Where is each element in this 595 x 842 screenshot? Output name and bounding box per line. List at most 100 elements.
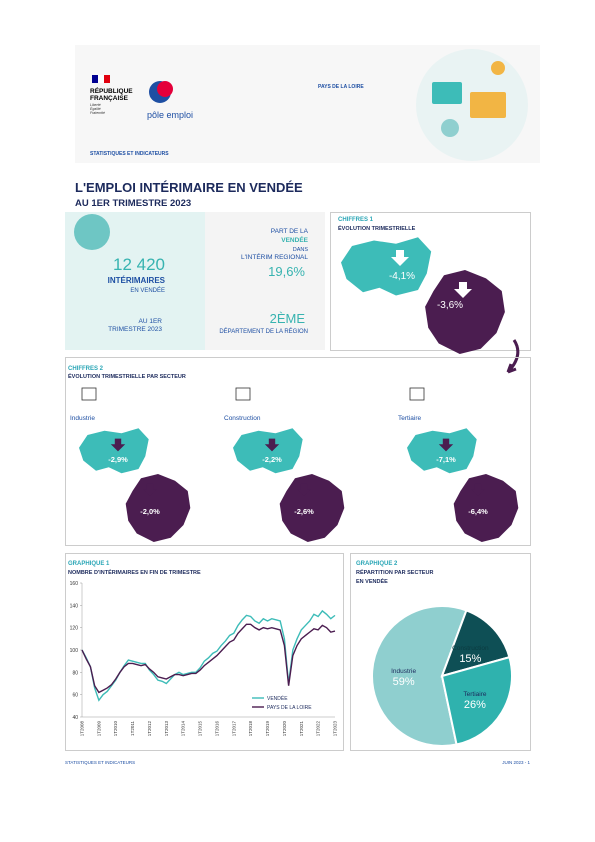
graphique2-box [350, 553, 531, 751]
sector-icon [235, 387, 251, 401]
sectors: Industrie -2,9% -2,0% Construction -2,2% -2,6… [70, 387, 519, 542]
sector-icon [409, 387, 425, 401]
box-subtitle: EN VENDÉE [356, 577, 388, 585]
x-tick-label: 1T2022 [316, 721, 321, 737]
motto: Fraternité [90, 111, 105, 115]
graphique1-box [65, 553, 344, 751]
box-title: ÉVOLUTION TRIMESTRIELLE PAR SECTEUR [68, 372, 186, 380]
box-title: ÉVOLUTION TRIMESTRIELLE [338, 224, 416, 232]
share-label: L'INTÉRIM REGIONAL [241, 252, 308, 261]
line-chart: 40 60 80 100 120 140 160 1T2008 1T2009 1T2010 1T20… [70, 581, 338, 736]
republique: FRANÇAISE [90, 95, 129, 102]
x-tick-label: 1T2009 [96, 721, 101, 737]
x-tick-label: 1T2013 [164, 721, 169, 737]
box-label: GRAPHIQUE 1 [68, 561, 110, 567]
logo-mark [157, 81, 173, 97]
brand: pôle emploi [147, 110, 193, 120]
region-change: -2,6% [294, 507, 314, 516]
map-vendee [233, 428, 303, 474]
illustration [441, 119, 459, 137]
share-label: PART DE LA [271, 228, 309, 235]
sector-name: Industrie [70, 415, 95, 422]
x-tick-label: 1T2016 [214, 721, 219, 737]
page-subtitle: AU 1ER TRIMESTRE 2023 [75, 198, 191, 209]
republique: RÉPUBLIQUE [90, 86, 133, 95]
y-tick-label: 40 [72, 715, 78, 721]
slice-value: 26% [464, 699, 486, 711]
sector-name: Tertiaire [398, 415, 422, 422]
map-vendee [407, 428, 477, 474]
x-tick-label: 1T2021 [299, 721, 304, 737]
box-title: NOMBRE D'INTÉRIMAIRES EN FIN DE TRIMESTR… [68, 568, 201, 576]
region-name: PAYS DE LA LOIRE [318, 84, 364, 90]
box-label: CHIFFRES 2 [68, 366, 104, 372]
map-vendee [79, 428, 149, 474]
chiffres2-box [65, 357, 531, 546]
region-change: -3,6% [437, 300, 463, 311]
y-tick-label: 160 [70, 581, 79, 587]
legend-label: VENDÉE [267, 695, 288, 702]
kpi-icon [74, 214, 110, 250]
y-tick-label: 120 [70, 626, 79, 632]
illustration [491, 61, 505, 75]
sector-icon [81, 387, 97, 401]
section-name: STATISTIQUES ET INDICATEURS [90, 151, 169, 157]
kpi-period: AU 1ER [139, 318, 163, 325]
share-label: VENDÉE [281, 235, 308, 244]
x-tick-label: 1T2018 [248, 721, 253, 737]
region-change: -2,0% [140, 507, 160, 516]
kpi-period: TRIMESTRE 2023 [108, 326, 162, 333]
y-tick-label: 140 [70, 603, 79, 609]
motto: Liberté [90, 103, 101, 107]
slice-value: 59% [393, 676, 415, 688]
series-line [81, 609, 336, 702]
pie-slice [440, 609, 511, 678]
box-label: GRAPHIQUE 2 [356, 561, 398, 567]
flag-red [104, 75, 110, 83]
x-tick-label: 1T2020 [282, 721, 287, 737]
footer-left: STATISTIQUES ET INDICATEURS [65, 760, 135, 765]
y-tick-label: 60 [72, 693, 78, 699]
region-change: -6,4% [468, 507, 488, 516]
page-title: L'EMPLOI INTÉRIMAIRE EN VENDÉE [75, 180, 303, 195]
vendee-change: -2,2% [262, 455, 282, 464]
flag-blue [92, 75, 98, 83]
pie-slice [440, 655, 513, 746]
share-label: DANS [293, 247, 309, 253]
motto: Égalité [90, 106, 101, 111]
slice-name: Construction [452, 645, 489, 652]
illustration [470, 92, 506, 118]
kpi-label: EN VENDÉE [130, 287, 165, 294]
x-tick-label: 1T2011 [130, 721, 135, 736]
chiffres1-box [330, 212, 531, 351]
y-tick-label: 80 [72, 670, 78, 676]
vendee-change: -7,1% [436, 455, 456, 464]
share-value: 19,6% [268, 264, 305, 279]
slice-name: Industrie [391, 668, 416, 675]
rank-label: DÉPARTEMENT DE LA RÉGION [219, 328, 308, 335]
x-tick-label: 1T2015 [198, 721, 203, 737]
pie-slice [371, 605, 468, 747]
kpi-count: 12 420 [113, 255, 165, 274]
x-tick-label: 1T2012 [147, 721, 152, 737]
slice-value: 15% [459, 653, 481, 665]
vendee-change: -4,1% [389, 271, 415, 282]
box-label: CHIFFRES 1 [338, 217, 374, 223]
kpi-panel [205, 212, 325, 350]
map-vendee [341, 237, 432, 296]
slice-name: Tertiaire [463, 691, 487, 698]
x-tick-label: 1T2010 [113, 721, 118, 737]
footer-right: JUIN 2023 - 1 [502, 760, 530, 765]
series-line [81, 623, 336, 694]
x-tick-label: 1T2023 [333, 721, 338, 737]
x-tick-label: 1T2008 [80, 721, 85, 737]
rank-value: 2ÈME [270, 311, 306, 326]
kpi-label: INTÉRIMAIRES [108, 276, 166, 285]
x-tick-label: 1T2019 [265, 721, 270, 737]
x-tick-label: 1T2014 [181, 721, 186, 737]
vendee-change: -2,9% [108, 455, 128, 464]
illustration [432, 82, 462, 104]
legend-label: PAYS DE LA LOIRE [267, 705, 312, 711]
